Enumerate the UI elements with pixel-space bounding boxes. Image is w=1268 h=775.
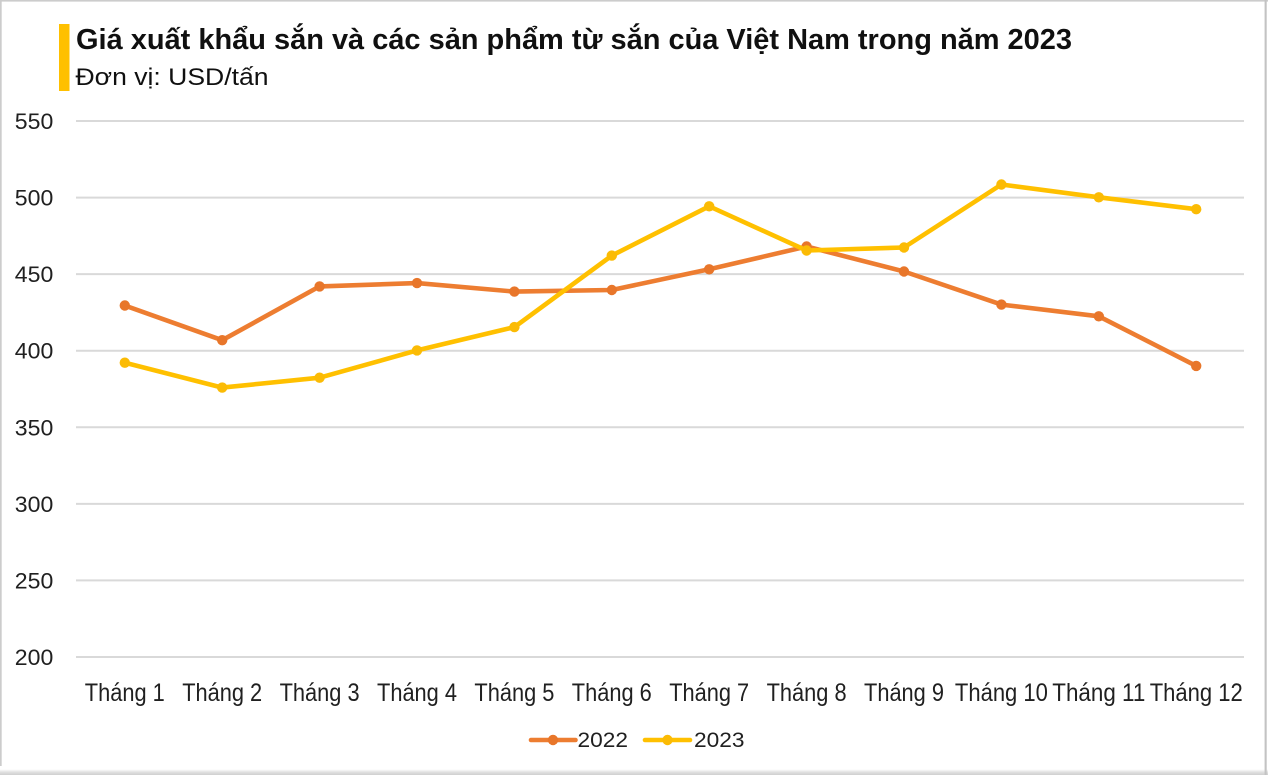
svg-text:2023: 2023 <box>694 729 745 752</box>
svg-text:Tháng 3: Tháng 3 <box>280 679 360 707</box>
svg-text:Tháng 5: Tháng 5 <box>474 679 554 707</box>
svg-text:450: 450 <box>15 262 54 287</box>
svg-text:Tháng 2: Tháng 2 <box>182 679 262 707</box>
svg-text:Tháng 1: Tháng 1 <box>85 679 165 707</box>
svg-text:350: 350 <box>15 415 54 440</box>
svg-text:Tháng 9: Tháng 9 <box>864 679 944 707</box>
svg-text:Tháng 8: Tháng 8 <box>767 679 847 707</box>
svg-text:550: 550 <box>15 109 54 134</box>
svg-text:2022: 2022 <box>578 729 629 752</box>
svg-text:250: 250 <box>15 568 54 593</box>
svg-text:Tháng 6: Tháng 6 <box>572 679 652 707</box>
svg-text:Tháng 12: Tháng 12 <box>1150 679 1243 707</box>
svg-text:Đơn vị: USD/tấn: Đơn vị: USD/tấn <box>76 64 269 91</box>
svg-text:Tháng 7: Tháng 7 <box>669 679 749 707</box>
svg-text:Giá xuất khẩu sắn và các sản p: Giá xuất khẩu sắn và các sản phẩm từ sắn… <box>76 22 1072 56</box>
svg-text:500: 500 <box>15 186 54 211</box>
svg-text:Tháng 10: Tháng 10 <box>955 679 1048 707</box>
svg-text:300: 300 <box>15 492 54 517</box>
svg-text:Tháng 11: Tháng 11 <box>1052 679 1145 707</box>
svg-text:200: 200 <box>15 645 54 670</box>
svg-text:Tháng 4: Tháng 4 <box>377 679 457 707</box>
svg-text:400: 400 <box>15 339 54 364</box>
